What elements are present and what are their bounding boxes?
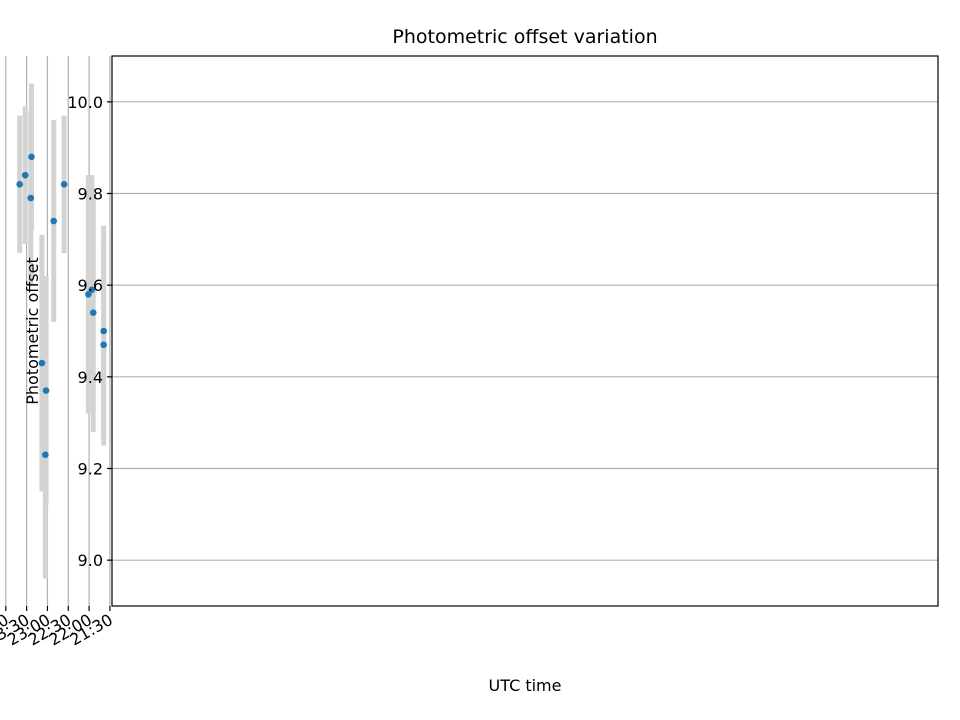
data-point [50, 217, 57, 225]
chart-title: Photometric offset variation [392, 26, 657, 48]
y-tick-label: 9.0 [78, 551, 103, 570]
data-point [100, 327, 107, 335]
data-point [27, 194, 35, 202]
y-axis: 9.0 9.2 9.4 9.6 9.8 10.0 [67, 93, 112, 570]
data-point [16, 181, 23, 188]
data-point [89, 309, 97, 316]
data-point [42, 387, 50, 394]
data-point [60, 181, 68, 188]
data-point [88, 286, 96, 294]
data-point [28, 153, 35, 161]
plot-frame [111, 55, 939, 607]
x-axis-title: UTC time [489, 676, 562, 695]
data-point [38, 359, 46, 367]
x-tick-label: 00:00 [0, 610, 12, 650]
data-point [42, 451, 49, 459]
data-points [0, 153, 107, 459]
y-tick-label: 10.0 [67, 93, 103, 112]
data-point [85, 291, 92, 298]
y-tick-label: 9.6 [78, 276, 103, 295]
y-tick-label: 9.4 [78, 368, 103, 387]
y-axis-title: Photometric offset [23, 257, 42, 405]
data-point [100, 341, 107, 349]
data-point [21, 171, 29, 179]
y-tick-label: 9.8 [78, 185, 103, 204]
y-tick-label: 9.2 [78, 460, 103, 479]
